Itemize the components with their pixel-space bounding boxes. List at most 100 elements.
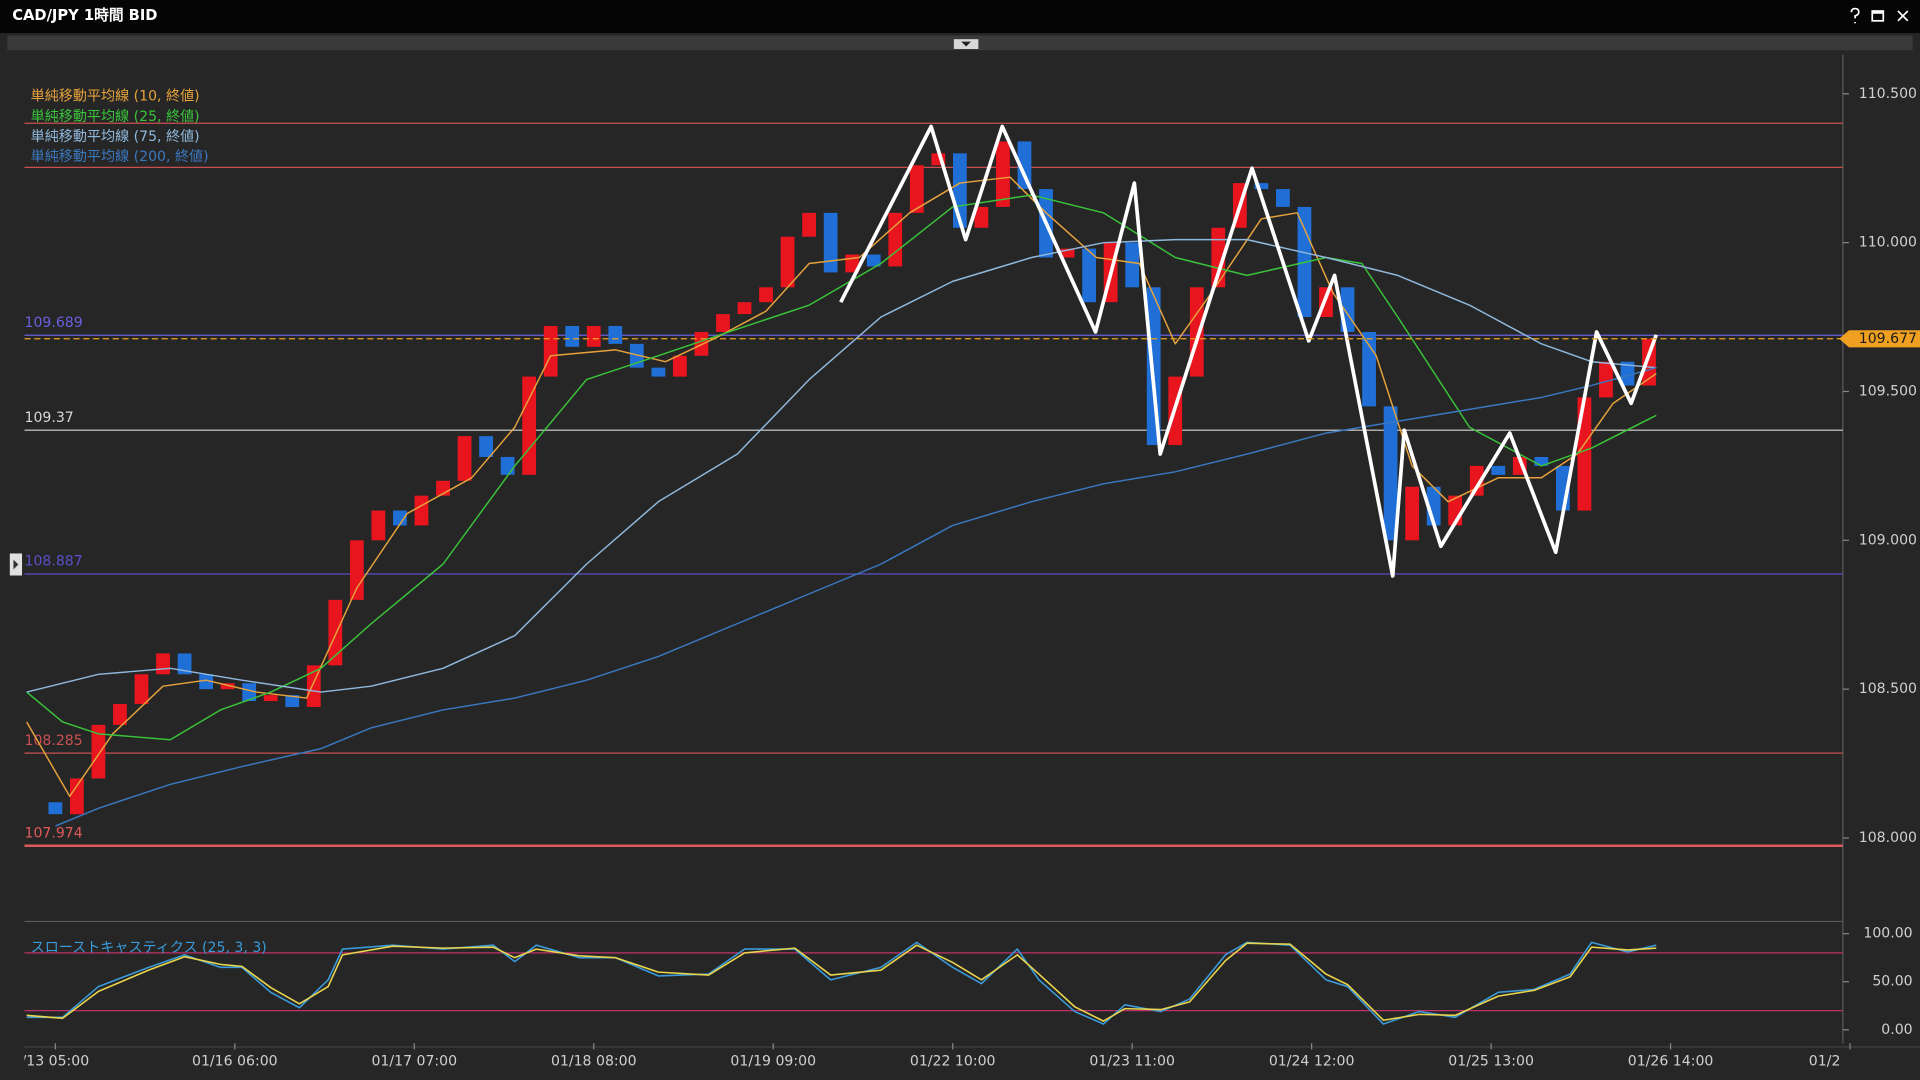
level-label: 108.887 [24,554,82,570]
x-tick-label: 01/24 12:00 [1269,1054,1355,1070]
side-handle-arrow [13,559,19,570]
candle [1060,248,1075,258]
legend-entry: 単純移動平均線 (200, 終値) [31,149,209,165]
candle [393,510,407,526]
candle [134,674,149,705]
candle [1082,248,1096,303]
candle [48,802,63,815]
candle [823,212,838,273]
moving-average [55,367,1657,827]
candle [199,674,214,690]
y-tick-label: 109.000 [1859,532,1917,548]
candle [414,495,429,526]
candle [802,212,817,237]
candle [1469,465,1484,496]
legend-entry: 単純移動平均線 (75, 終値) [31,129,200,145]
candle [780,236,795,288]
indicator-line [26,941,1657,1025]
indicator-y-tick-label: 50.00 [1872,974,1912,990]
candle [1491,465,1506,475]
close-button[interactable] [1897,10,1909,22]
candle [543,325,558,377]
price-plot: 109.689 109.37 108.887 108.285 107.974 [24,122,1843,847]
candle [349,540,364,600]
x-axis: /13 05:00 01/16 06:00 01/17 07:00 01/18 08:… [22,1054,1841,1070]
moving-average [26,176,1657,798]
candle [1534,456,1549,466]
axes: 108.000 108.500 109.000 109.500 110.000 110.5… [31,86,1920,1050]
level-label: 109.37 [24,410,73,426]
x-tick-label: 01/25 13:00 [1448,1054,1534,1070]
candle [70,778,84,815]
candle [500,456,515,475]
legend-entry: 単純移動平均線 (10, 終値) [31,89,200,105]
candle [242,683,257,702]
candle [1362,331,1376,407]
candle [457,436,472,481]
candle [479,436,493,457]
candle [371,510,386,541]
candle [113,704,127,725]
candle [156,653,170,675]
y-tick-label: 108.000 [1859,830,1917,846]
x-tick-label: 01/22 10:00 [910,1054,996,1070]
candle [1276,189,1290,207]
window-buttons[interactable] [1850,7,1909,24]
candle [565,325,580,347]
candle [694,331,709,356]
candle [759,287,773,303]
candle [220,683,235,690]
moving-average [26,238,1657,693]
x-tick-label: 01/23 11:00 [1089,1054,1175,1070]
candle [1620,361,1635,386]
candle [177,653,192,675]
candle [716,314,730,332]
candle [931,153,946,166]
candle [1211,227,1226,288]
candle [888,212,903,267]
x-tick-label: 01/16 06:00 [192,1054,278,1070]
candle [608,325,623,344]
x-tick-label: 01/2 [1809,1054,1841,1070]
x-tick-label: 01/17 07:00 [371,1054,457,1070]
candle [673,355,687,377]
y-tick-label: 108.500 [1859,681,1917,697]
help-button[interactable] [1850,7,1860,24]
candle [1189,287,1204,377]
candle [91,724,106,779]
moving-average [26,194,1657,741]
zigzag-annotation [839,124,1658,578]
indicator-line [26,942,1657,1022]
candle [586,325,601,347]
indicator-plot [24,941,1843,1025]
level-label: 107.974 [24,825,82,841]
indicator-y-tick-label: 100.00 [1863,926,1912,942]
level-label: 108.285 [24,733,82,749]
candle [909,165,924,213]
candle [328,599,343,666]
candle [866,254,881,267]
window-title: CAD/JPY 1時間 BID [12,6,157,24]
candle [1383,406,1398,541]
y-tick-label: 109.500 [1859,383,1917,399]
candle [1254,183,1269,190]
y-tick-label: 110.000 [1859,235,1917,251]
candle [285,695,300,708]
candle [1125,242,1140,288]
level-label: 109.689 [24,315,82,331]
legend-entry: 単純移動平均線 (25, 終値) [31,109,200,125]
x-tick-label: 01/19 09:00 [730,1054,816,1070]
x-tick-label: /13 05:00 [22,1054,90,1070]
title-bar [0,0,1920,34]
candle [263,695,278,702]
candle [1599,361,1613,398]
last-price-label: 109.677 [1859,331,1917,347]
indicator-name: スローストキャスティクス (25, 3, 3) [31,940,267,956]
collapse-arrow [961,41,972,47]
candle [522,376,537,475]
candle [974,206,989,228]
candle [996,141,1010,207]
indicator-y-tick-label: 0.00 [1881,1022,1912,1038]
